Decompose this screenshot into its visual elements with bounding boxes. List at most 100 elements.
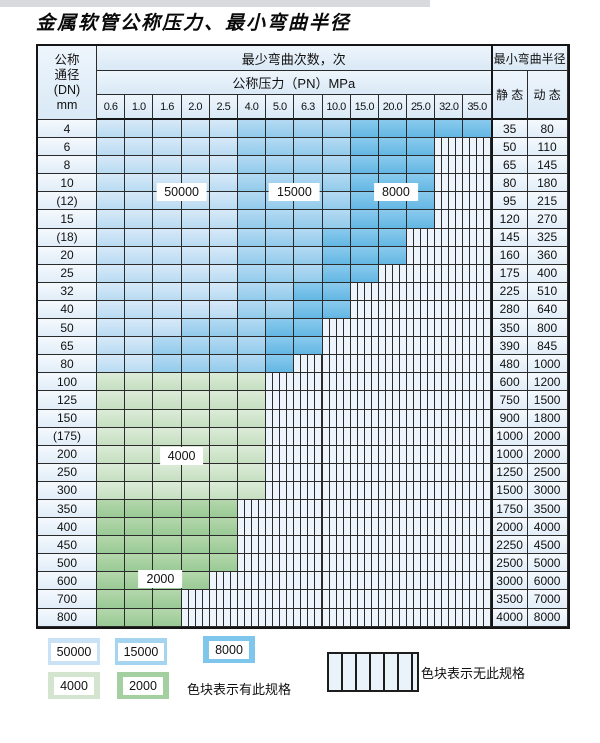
spec-cell-15000 xyxy=(209,337,238,356)
no-spec-cell xyxy=(463,590,492,609)
spec-cell-8000 xyxy=(266,319,295,338)
spec-cell-50000 xyxy=(97,282,126,301)
spec-cell-2000 xyxy=(125,590,154,609)
no-spec-cell xyxy=(435,264,464,283)
no-spec-cell xyxy=(435,427,464,446)
no-spec-cell xyxy=(237,590,267,609)
pressure-value-header: 6.3 xyxy=(294,95,323,120)
spec-cell-8000 xyxy=(378,138,408,157)
no-spec-cell xyxy=(407,554,436,573)
dn-cell: 500 xyxy=(38,554,97,573)
dynamic-radius-cell: 800 xyxy=(527,319,568,338)
pressure-value-header: 32.0 xyxy=(435,95,464,120)
dn-header-line: 公称 xyxy=(54,52,80,67)
no-spec-cell xyxy=(463,427,492,446)
no-spec-cell xyxy=(378,427,408,446)
spec-cell-8000 xyxy=(350,138,379,157)
pressure-value-header: 35.0 xyxy=(463,95,492,120)
dynamic-radius-cell: 7000 xyxy=(527,590,568,609)
spec-cell-8000 xyxy=(378,120,408,139)
legend-swatch-4000: 4000 xyxy=(48,672,100,699)
spec-cell-4000 xyxy=(97,391,126,410)
spec-cell-4000 xyxy=(181,463,210,482)
spec-cell-8000 xyxy=(350,228,379,247)
spec-cell-15000 xyxy=(153,337,182,356)
no-spec-cell xyxy=(350,608,379,627)
no-spec-cell xyxy=(463,174,492,193)
no-spec-cell xyxy=(322,463,351,482)
no-spec-cell xyxy=(378,518,408,537)
spec-cell-50000 xyxy=(209,228,238,247)
dn-cell: 6 xyxy=(38,138,97,157)
no-spec-cell xyxy=(294,355,323,374)
spec-cell-15000 xyxy=(322,156,351,175)
spec-cell-4000 xyxy=(237,427,267,446)
no-spec-cell xyxy=(435,481,464,500)
spec-cell-8000 xyxy=(435,120,464,139)
no-spec-cell xyxy=(350,572,379,591)
spec-cell-4000 xyxy=(97,409,126,428)
dynamic-radius-cell: 1200 xyxy=(527,373,568,392)
dn-cell: 40 xyxy=(38,300,97,320)
no-spec-cell xyxy=(350,536,379,555)
no-spec-cell xyxy=(407,246,436,265)
spec-cell-4000 xyxy=(237,445,267,464)
no-spec-cell xyxy=(435,138,464,157)
dynamic-radius-cell: 80 xyxy=(527,120,568,139)
no-spec-cell xyxy=(266,427,295,446)
static-radius-cell: 4000 xyxy=(490,608,528,627)
spec-cell-50000 xyxy=(153,156,182,175)
no-spec-cell xyxy=(322,391,351,410)
spec-cell-50000 xyxy=(125,120,154,139)
spec-cell-4000 xyxy=(97,427,126,446)
no-spec-cell xyxy=(378,481,408,500)
dn-cell: 10 xyxy=(38,174,97,193)
no-spec-cell xyxy=(294,518,323,537)
scan-artifact-strip xyxy=(0,0,430,7)
spec-cell-50000 xyxy=(153,282,182,301)
spec-cell-2000 xyxy=(125,536,154,555)
radius-header: 最小弯曲半径 xyxy=(490,46,568,71)
spec-cell-50000 xyxy=(97,319,126,338)
spec-cell-50000 xyxy=(181,228,210,247)
legend-no-spec-swatch xyxy=(327,652,419,692)
pressure-value-header: 15.0 xyxy=(350,95,379,120)
no-spec-cell xyxy=(294,409,323,428)
spec-cell-50000 xyxy=(181,264,210,283)
no-spec-cell xyxy=(407,427,436,446)
spec-cell-50000 xyxy=(97,300,126,320)
static-radius-cell: 900 xyxy=(490,409,528,428)
static-radius-cell: 65 xyxy=(490,156,528,175)
region-value-label: 15000 xyxy=(269,183,320,202)
spec-cell-8000 xyxy=(322,228,351,247)
spec-cell-50000 xyxy=(209,282,238,301)
spec-cell-2000 xyxy=(125,608,154,627)
no-spec-cell xyxy=(378,572,408,591)
static-radius-cell: 750 xyxy=(490,391,528,410)
spec-cell-15000 xyxy=(237,174,267,193)
dynamic-radius-cell: 6000 xyxy=(527,572,568,591)
spec-cell-15000 xyxy=(266,228,295,247)
static-radius-cell: 120 xyxy=(490,210,528,229)
spec-cell-4000 xyxy=(237,373,267,392)
spec-cell-2000 xyxy=(125,518,154,537)
no-spec-cell xyxy=(294,373,323,392)
no-spec-cell xyxy=(435,156,464,175)
dynamic-radius-cell: 4000 xyxy=(527,518,568,537)
spec-cell-8000 xyxy=(266,355,295,374)
no-spec-cell xyxy=(181,590,210,609)
spec-cell-4000 xyxy=(181,391,210,410)
dynamic-radius-cell: 3000 xyxy=(527,481,568,500)
no-spec-cell xyxy=(209,608,238,627)
dn-cell: 32 xyxy=(38,282,97,301)
legend-no-spec-text: 色块表示无此规格 xyxy=(421,666,526,681)
static-radius-cell: 1500 xyxy=(490,481,528,500)
no-spec-cell xyxy=(378,463,408,482)
static-radius-cell: 2250 xyxy=(490,536,528,555)
legend-swatch-label: 2000 xyxy=(123,676,163,695)
no-spec-cell xyxy=(435,210,464,229)
dynamic-radius-cell: 145 xyxy=(527,156,568,175)
no-spec-cell xyxy=(266,518,295,537)
dynamic-radius-cell: 215 xyxy=(527,192,568,211)
no-spec-cell xyxy=(378,445,408,464)
